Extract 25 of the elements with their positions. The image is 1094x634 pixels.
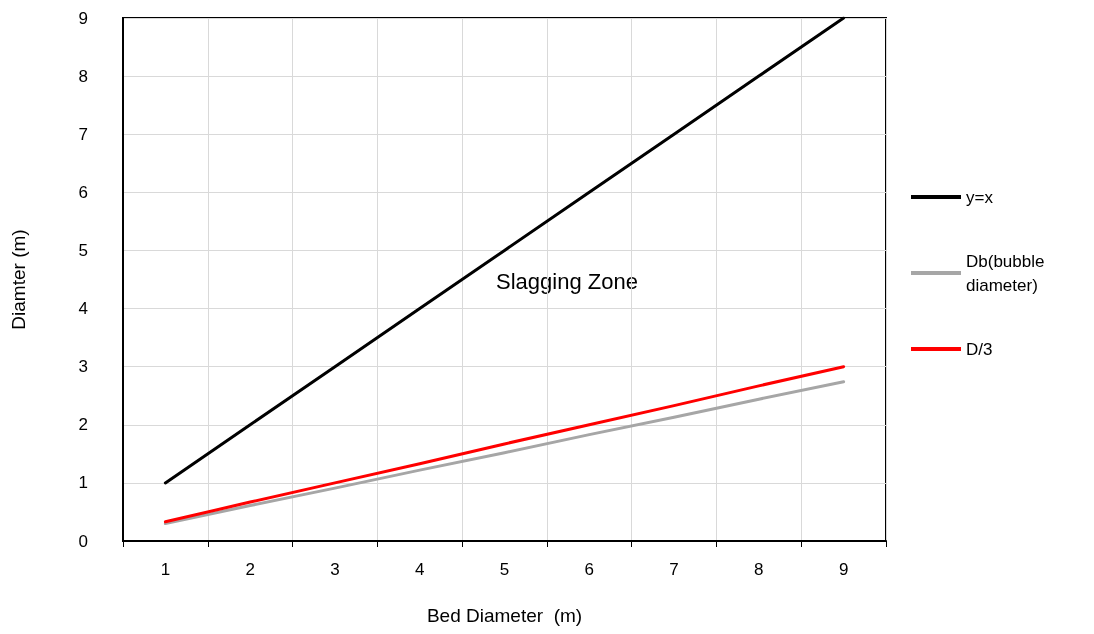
x-tick-label: 4	[414, 560, 425, 579]
y-tick-label: 9	[78, 8, 88, 28]
x-tick-label: 2	[245, 560, 255, 579]
legend-label: y=x	[966, 187, 994, 207]
y-tick-label: 1	[78, 473, 88, 493]
y-tick-label: 4	[78, 299, 88, 319]
x-tick-label: 6	[584, 560, 595, 579]
legend-label: D/3	[966, 339, 993, 359]
y-tick-label: 7	[78, 124, 88, 144]
annotation: Slagging Zone	[496, 268, 638, 294]
x-tick-label: 8	[754, 560, 764, 579]
y-tick-label: 5	[78, 240, 88, 260]
legend-label: Db(bubble diameter)	[966, 251, 1050, 295]
y-tick-label: 3	[78, 357, 88, 377]
x-tick-label: 3	[330, 560, 340, 579]
y-tick-label: 8	[78, 66, 88, 86]
x-tick-label: 1	[160, 560, 171, 579]
y-tick-label: 2	[78, 415, 88, 435]
y-tick-label: 6	[78, 182, 88, 202]
x-tick-label: 7	[669, 560, 679, 579]
x-tick-label: 5	[499, 560, 510, 579]
x-axis-title: Bed Diameter (m)	[426, 605, 583, 626]
x-tick-label: 9	[838, 560, 849, 579]
y-tick-label: 0	[78, 531, 88, 551]
y-axis-title: Diamter (m)	[8, 229, 29, 330]
